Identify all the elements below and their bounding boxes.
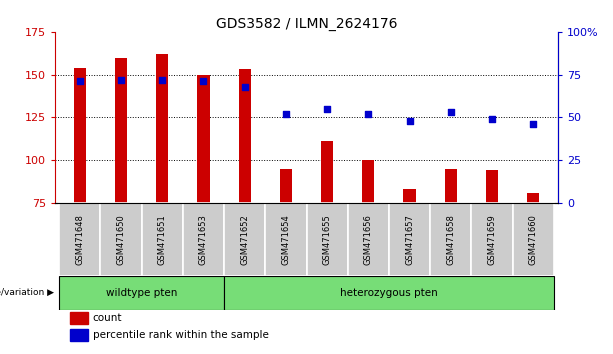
Bar <box>265 203 306 276</box>
Bar <box>512 203 554 276</box>
Bar <box>389 203 430 276</box>
Title: GDS3582 / ILMN_2624176: GDS3582 / ILMN_2624176 <box>216 17 397 31</box>
Point <box>75 79 85 84</box>
Point <box>487 116 497 122</box>
Text: heterozygous pten: heterozygous pten <box>340 288 438 298</box>
Text: GSM471657: GSM471657 <box>405 214 414 265</box>
Text: percentile rank within the sample: percentile rank within the sample <box>93 330 268 340</box>
Bar <box>101 203 142 276</box>
Text: wildtype pten: wildtype pten <box>106 288 177 298</box>
Bar <box>403 189 416 203</box>
Text: GSM471655: GSM471655 <box>322 214 332 265</box>
Bar <box>70 329 88 341</box>
Bar <box>444 169 457 203</box>
Bar <box>59 276 224 310</box>
Point <box>199 79 208 84</box>
Point <box>446 109 455 115</box>
Point <box>528 121 538 127</box>
Bar <box>74 68 86 203</box>
Bar <box>321 141 333 203</box>
Bar <box>224 276 554 310</box>
Point <box>116 77 126 82</box>
Bar <box>527 193 539 203</box>
Bar <box>430 203 471 276</box>
Point <box>281 111 291 117</box>
Text: GSM471653: GSM471653 <box>199 214 208 265</box>
Text: count: count <box>93 313 123 323</box>
Bar <box>115 57 128 203</box>
Bar <box>183 203 224 276</box>
Text: GSM471656: GSM471656 <box>364 214 373 265</box>
Text: GSM471654: GSM471654 <box>281 214 291 265</box>
Bar <box>70 312 88 324</box>
Bar <box>238 69 251 203</box>
Text: GSM471659: GSM471659 <box>487 214 497 265</box>
Bar <box>224 203 265 276</box>
Text: GSM471658: GSM471658 <box>446 214 455 265</box>
Bar <box>362 160 375 203</box>
Text: GSM471660: GSM471660 <box>528 214 538 265</box>
Bar <box>471 203 512 276</box>
Bar <box>280 169 292 203</box>
Text: GSM471650: GSM471650 <box>116 214 126 265</box>
Point <box>240 84 249 90</box>
Bar <box>348 203 389 276</box>
Point <box>364 111 373 117</box>
Bar <box>156 54 169 203</box>
Bar <box>59 203 101 276</box>
Point <box>158 77 167 82</box>
Text: genotype/variation ▶: genotype/variation ▶ <box>0 289 55 297</box>
Bar <box>197 75 210 203</box>
Text: GSM471648: GSM471648 <box>75 214 85 265</box>
Point <box>405 118 414 124</box>
Text: GSM471651: GSM471651 <box>158 214 167 265</box>
Text: GSM471652: GSM471652 <box>240 214 249 265</box>
Bar <box>142 203 183 276</box>
Point <box>322 106 332 112</box>
Bar <box>306 203 348 276</box>
Bar <box>485 170 498 203</box>
